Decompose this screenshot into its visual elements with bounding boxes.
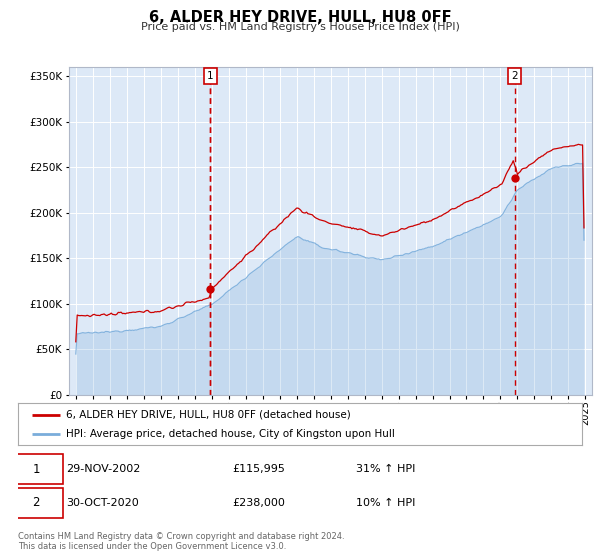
Text: 10% ↑ HPI: 10% ↑ HPI: [356, 498, 416, 508]
Text: Price paid vs. HM Land Registry's House Price Index (HPI): Price paid vs. HM Land Registry's House …: [140, 22, 460, 32]
Text: 2: 2: [32, 496, 40, 510]
FancyBboxPatch shape: [10, 455, 63, 484]
Text: £238,000: £238,000: [232, 498, 285, 508]
Text: 29-NOV-2002: 29-NOV-2002: [66, 464, 140, 474]
Text: 1: 1: [207, 71, 214, 81]
Text: 6, ALDER HEY DRIVE, HULL, HU8 0FF: 6, ALDER HEY DRIVE, HULL, HU8 0FF: [149, 10, 451, 25]
FancyBboxPatch shape: [10, 488, 63, 517]
Text: 31% ↑ HPI: 31% ↑ HPI: [356, 464, 416, 474]
Text: 1: 1: [32, 463, 40, 476]
Text: HPI: Average price, detached house, City of Kingston upon Hull: HPI: Average price, detached house, City…: [66, 429, 395, 439]
Text: Contains HM Land Registry data © Crown copyright and database right 2024.: Contains HM Land Registry data © Crown c…: [18, 532, 344, 541]
Text: £115,995: £115,995: [232, 464, 285, 474]
Text: 2: 2: [511, 71, 518, 81]
Text: This data is licensed under the Open Government Licence v3.0.: This data is licensed under the Open Gov…: [18, 542, 286, 551]
Text: 6, ALDER HEY DRIVE, HULL, HU8 0FF (detached house): 6, ALDER HEY DRIVE, HULL, HU8 0FF (detac…: [66, 409, 350, 419]
Text: 30-OCT-2020: 30-OCT-2020: [66, 498, 139, 508]
